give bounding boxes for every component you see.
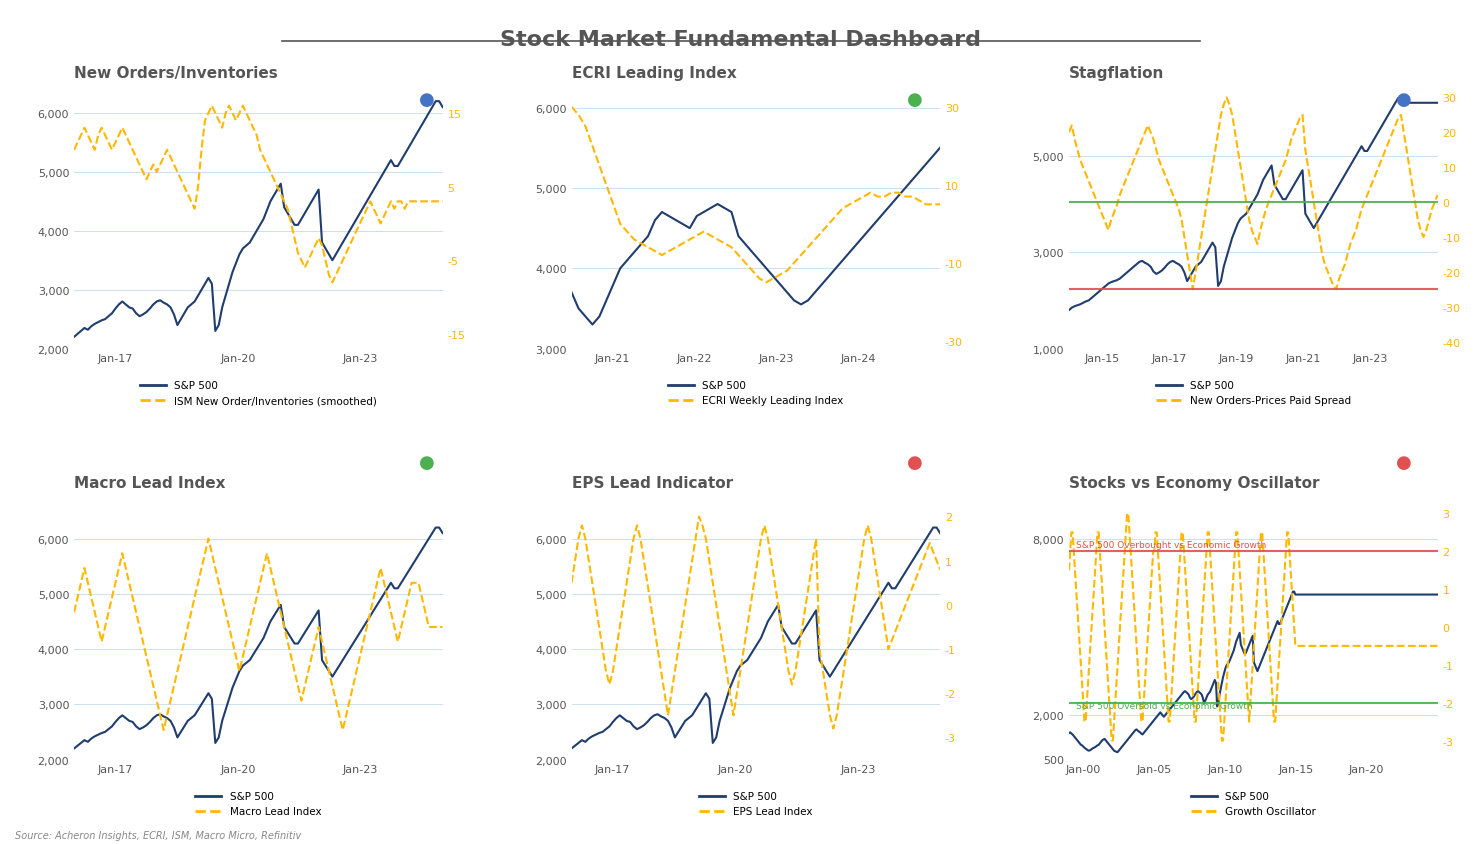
Text: ●: ●	[419, 453, 436, 472]
Text: ●: ●	[907, 90, 923, 109]
Text: New Orders/Inventories: New Orders/Inventories	[74, 66, 277, 80]
Text: S&P 500 Oversold vs Economic Growth: S&P 500 Oversold vs Economic Growth	[1076, 701, 1252, 710]
Text: Source: Acheron Insights, ECRI, ISM, Macro Micro, Refinitiv: Source: Acheron Insights, ECRI, ISM, Mac…	[15, 830, 301, 840]
Text: ●: ●	[1396, 90, 1412, 109]
Text: Macro Lead Index: Macro Lead Index	[74, 476, 225, 491]
Legend: S&P 500, New Orders-Prices Paid Spread: S&P 500, New Orders-Prices Paid Spread	[1152, 376, 1355, 410]
Legend: S&P 500, EPS Lead Index: S&P 500, EPS Lead Index	[695, 787, 817, 820]
Text: Stocks vs Economy Oscillator: Stocks vs Economy Oscillator	[1069, 476, 1319, 491]
Text: S&P 500 Overbought vs Economic Growth: S&P 500 Overbought vs Economic Growth	[1076, 541, 1267, 549]
Text: EPS Lead Indicator: EPS Lead Indicator	[572, 476, 732, 491]
Text: ●: ●	[1396, 453, 1412, 472]
Text: Stock Market Fundamental Dashboard: Stock Market Fundamental Dashboard	[501, 30, 981, 50]
Text: Stagflation: Stagflation	[1069, 66, 1165, 80]
Legend: S&P 500, ECRI Weekly Leading Index: S&P 500, ECRI Weekly Leading Index	[664, 376, 848, 410]
Text: ●: ●	[419, 90, 436, 109]
Legend: S&P 500, ISM New Order/Inventories (smoothed): S&P 500, ISM New Order/Inventories (smoo…	[135, 376, 381, 410]
Legend: S&P 500, Macro Lead Index: S&P 500, Macro Lead Index	[191, 787, 326, 820]
Text: ECRI Leading Index: ECRI Leading Index	[572, 66, 737, 80]
Text: ●: ●	[907, 453, 923, 472]
Legend: S&P 500, Growth Oscillator: S&P 500, Growth Oscillator	[1187, 787, 1320, 820]
